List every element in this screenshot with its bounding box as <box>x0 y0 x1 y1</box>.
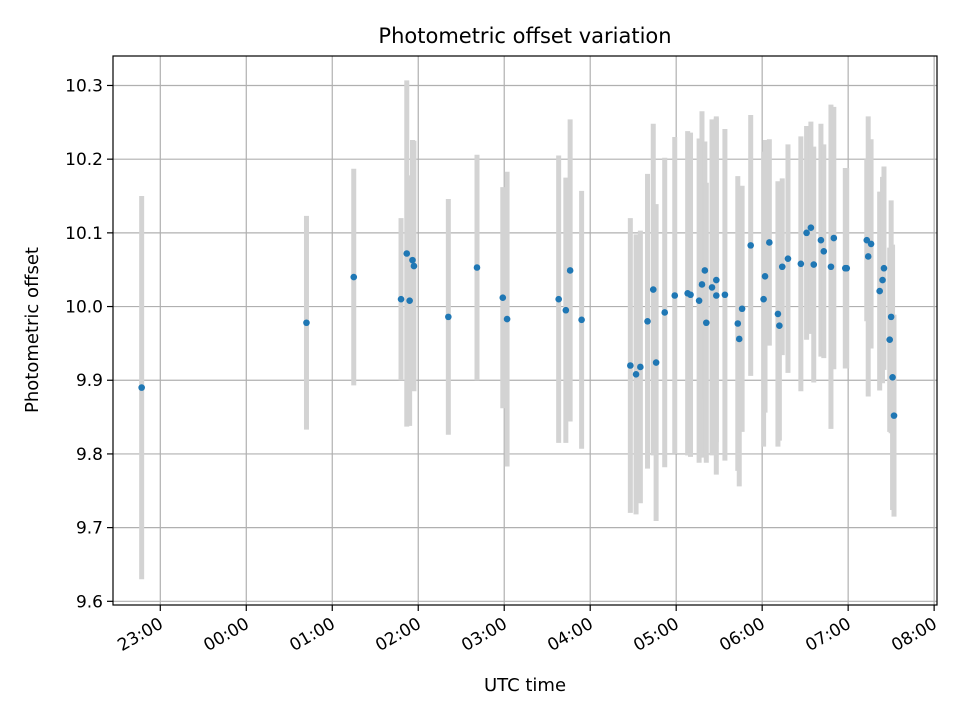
data-point <box>708 284 716 291</box>
data-point <box>701 267 709 274</box>
data-point <box>713 276 720 284</box>
data-point <box>403 250 411 257</box>
data-point <box>887 313 895 321</box>
data-point <box>803 229 810 237</box>
y-tick-label: 10.0 <box>65 298 103 318</box>
data-point <box>687 291 694 299</box>
y-tick-label: 10.1 <box>65 224 103 244</box>
data-point <box>863 236 871 244</box>
data-point <box>138 384 145 391</box>
data-point <box>721 291 729 299</box>
data-point <box>350 273 358 281</box>
y-tick-label: 9.6 <box>76 592 103 612</box>
data-point <box>879 276 886 284</box>
data-point <box>797 260 805 268</box>
data-point <box>397 295 405 303</box>
data-point <box>735 335 743 343</box>
data-point <box>406 297 413 304</box>
data-point <box>644 317 651 325</box>
data-point <box>503 315 511 323</box>
data-point <box>410 262 418 270</box>
data-point <box>734 320 742 327</box>
data-point <box>807 224 815 232</box>
data-point <box>473 264 481 271</box>
y-tick-label: 10.2 <box>65 150 103 170</box>
data-point <box>867 240 875 248</box>
data-point <box>876 287 883 295</box>
data-point <box>776 322 783 330</box>
data-point <box>637 363 644 371</box>
y-tick-label: 9.8 <box>76 445 103 465</box>
data-point <box>760 295 767 303</box>
y-tick-label: 9.7 <box>76 519 103 539</box>
data-point <box>695 297 703 304</box>
data-point <box>702 319 710 327</box>
data-point <box>864 253 872 260</box>
data-point <box>778 263 786 271</box>
y-tick-label: 10.3 <box>65 76 103 96</box>
data-point <box>555 295 562 303</box>
data-points <box>138 224 898 419</box>
x-axis-label: UTC time <box>484 675 566 696</box>
y-axis-ticks: 9.6 9.7 9.8 9.9 10.0 10.1 10.2 10.3 <box>65 76 113 612</box>
data-point <box>830 234 838 242</box>
data-point <box>632 371 640 378</box>
grid <box>113 56 937 605</box>
data-point <box>445 313 452 321</box>
data-point <box>627 362 634 369</box>
data-point <box>566 267 574 274</box>
data-point <box>713 292 720 299</box>
data-point <box>784 255 792 262</box>
data-point <box>671 292 679 299</box>
data-point <box>817 236 825 244</box>
data-point <box>820 247 828 255</box>
data-point <box>578 316 585 324</box>
data-point <box>843 264 851 272</box>
data-point <box>766 239 773 246</box>
data-point <box>499 294 507 302</box>
data-point <box>889 373 896 381</box>
data-point <box>890 412 898 419</box>
data-point <box>880 264 888 272</box>
data-point <box>810 261 818 268</box>
plot-frame <box>112 55 938 606</box>
data-point <box>886 336 894 344</box>
data-point <box>303 319 310 327</box>
data-point <box>652 359 660 366</box>
data-point <box>698 281 706 288</box>
data-point <box>409 256 416 264</box>
data-point <box>562 306 570 314</box>
data-point <box>738 305 746 313</box>
data-point <box>761 273 769 280</box>
data-point <box>649 286 657 293</box>
data-point <box>747 242 755 249</box>
data-point <box>774 310 782 318</box>
data-point <box>827 263 835 271</box>
data-point <box>661 309 669 316</box>
chart-title: Photometric offset variation <box>378 24 671 48</box>
y-axis-label: Photometric offset <box>22 247 43 413</box>
y-tick-label: 9.9 <box>76 371 103 391</box>
